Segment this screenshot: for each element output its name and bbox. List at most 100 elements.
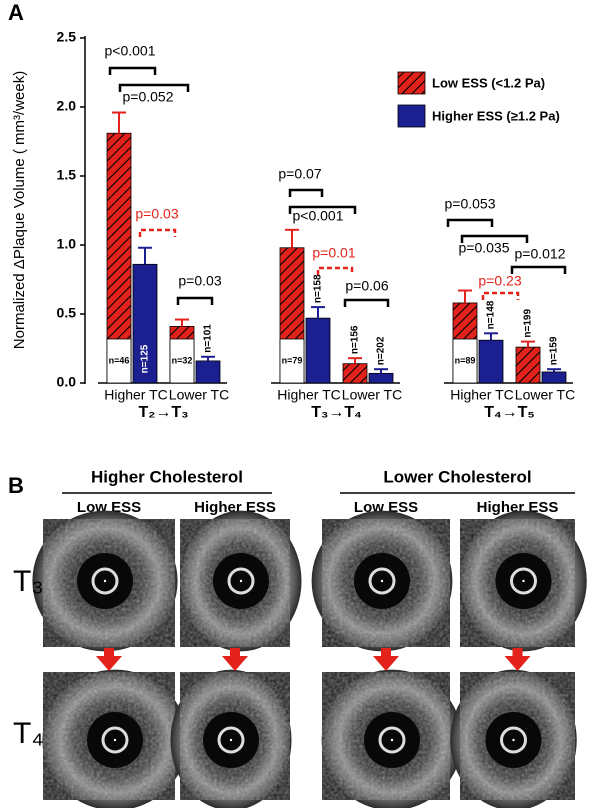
bar — [342, 363, 368, 384]
ivus-image — [450, 669, 577, 808]
bracket — [288, 205, 357, 214]
n-label: n=89 — [455, 355, 476, 365]
catheter-center — [522, 579, 525, 583]
n-label: n=148 — [486, 300, 497, 329]
bracket — [118, 83, 190, 92]
y-tick-label: 1.5 — [57, 167, 77, 183]
group-label: T₄→T₅ — [484, 404, 535, 421]
error-bar — [112, 111, 126, 134]
bracket — [460, 234, 529, 243]
n-label: n=32 — [172, 355, 193, 365]
p-value: p=0.01 — [312, 245, 355, 261]
bracket — [288, 188, 324, 197]
n-label: n=202 — [376, 336, 387, 365]
ivus-image — [170, 669, 292, 808]
n-label: n=101 — [203, 324, 214, 353]
ivus-image — [311, 510, 453, 652]
error-bar — [547, 368, 561, 372]
bracket — [108, 66, 157, 75]
n-label: n=46 — [109, 355, 130, 365]
bracket — [138, 228, 177, 237]
ivus-image — [42, 669, 188, 808]
p-value: p=0.035 — [459, 240, 510, 256]
catheter-center — [103, 579, 107, 583]
x-tick-label: Lower TC — [342, 387, 402, 403]
bar — [478, 339, 504, 384]
bar — [132, 263, 158, 384]
error-bar — [201, 355, 215, 361]
bar — [515, 346, 541, 384]
error-bar — [458, 289, 472, 303]
bracket — [446, 218, 494, 227]
catheter — [368, 567, 396, 595]
p-value: p=0.03 — [135, 206, 178, 222]
bar — [305, 317, 331, 384]
p-value: p=0.06 — [345, 278, 388, 294]
catheter — [378, 726, 406, 754]
n-box — [169, 338, 195, 384]
row-label: T₄ — [13, 717, 44, 750]
catheter-center — [229, 738, 233, 742]
catheter — [510, 567, 537, 595]
error-bar — [521, 340, 535, 348]
error-bar — [374, 368, 388, 374]
catheter — [101, 726, 129, 754]
error-bar — [138, 246, 152, 265]
arrow — [373, 648, 399, 671]
legend-swatch — [397, 71, 426, 95]
p-value: p=0.07 — [278, 166, 321, 182]
bracket — [176, 296, 214, 305]
n-label: n=159 — [549, 336, 560, 365]
bracket — [481, 291, 520, 300]
ivus-image — [321, 669, 463, 808]
x-tick-label: Higher TC — [104, 387, 168, 403]
n-label: n=199 — [523, 309, 534, 338]
catheter — [227, 567, 255, 595]
p-value: p<0.001 — [293, 208, 344, 224]
error-bar — [175, 318, 189, 327]
catheter-center — [390, 738, 394, 742]
catheter-center — [380, 579, 384, 583]
n-label: n=158 — [313, 274, 324, 303]
group-label: T₂→T₃ — [138, 404, 188, 421]
row-label: T₃ — [13, 565, 44, 598]
error-bar — [484, 332, 498, 341]
panel-label: B — [8, 473, 24, 498]
error-bar — [285, 228, 299, 248]
n-box — [452, 338, 478, 384]
bracket — [510, 265, 567, 274]
y-tick-label: 0.0 — [57, 374, 77, 390]
error-bar — [311, 306, 325, 319]
p-value: p=0.012 — [515, 246, 566, 262]
n-label: n=125 — [140, 344, 151, 373]
column-group-header: Higher Cholesterol — [91, 467, 243, 486]
ivus-image — [32, 510, 178, 652]
catheter — [500, 726, 527, 754]
y-tick-label: 2.5 — [57, 29, 77, 45]
bar — [368, 372, 394, 384]
catheter-center — [113, 738, 117, 742]
n-box — [279, 338, 305, 384]
p-value: p<0.001 — [105, 43, 156, 59]
y-axis-label: Normalized ΔPlaque Volume ( mm³/week) — [11, 71, 28, 349]
p-value: p=0.052 — [123, 89, 174, 105]
column-group-header: Lower Cholesterol — [383, 467, 531, 486]
x-tick-label: Higher TC — [277, 387, 341, 403]
p-value: p=0.23 — [478, 273, 521, 289]
column-label: Higher ESS — [477, 499, 559, 516]
error-bar — [348, 357, 362, 364]
column-label: Higher ESS — [194, 499, 276, 516]
x-tick-label: Higher TC — [450, 387, 514, 403]
catheter — [217, 726, 245, 754]
panel-label: A — [8, 0, 24, 25]
x-tick-label: Lower TC — [515, 387, 575, 403]
ivus-image — [460, 510, 587, 652]
catheter-center — [512, 738, 515, 742]
y-tick-label: 2.0 — [57, 98, 77, 114]
n-box — [106, 338, 132, 384]
arrow — [504, 648, 531, 671]
group-label: T₃→T₄ — [311, 404, 362, 421]
p-value: p=0.053 — [445, 196, 496, 212]
